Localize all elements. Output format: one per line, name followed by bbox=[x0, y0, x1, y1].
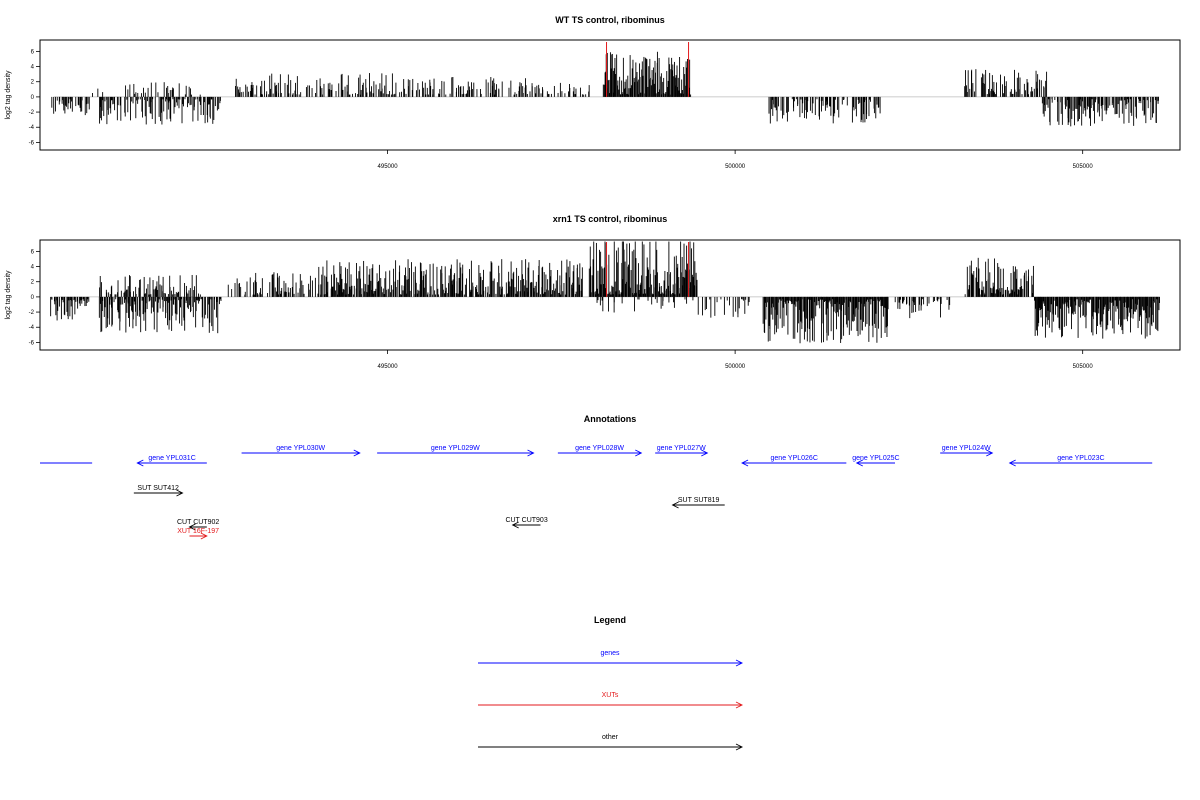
wt-y-tick-label: -2 bbox=[29, 110, 35, 116]
feature-label: CUT CUT902 bbox=[177, 519, 219, 526]
feature-label: gene YPL027W bbox=[657, 445, 706, 452]
legend-label: other bbox=[602, 734, 619, 741]
gene-arrow-head bbox=[701, 449, 709, 457]
feature-label: gene YPL026C bbox=[771, 455, 818, 462]
legend-label: XUTs bbox=[602, 692, 619, 699]
wt-y-tick-label: 0 bbox=[31, 95, 35, 101]
feature-label: gene YPL025C bbox=[852, 455, 899, 462]
wt-y-tick-label: 6 bbox=[31, 49, 35, 55]
legend-title: Legend bbox=[594, 615, 626, 625]
xrn1-x-tick-label: 500000 bbox=[725, 364, 746, 370]
xrn1-panel-title: xrn1 TS control, ribominus bbox=[553, 214, 668, 224]
gene-arrow-head bbox=[855, 459, 863, 467]
legend-arrow-head bbox=[735, 659, 744, 667]
feature-label: gene YPL023C bbox=[1057, 455, 1104, 462]
feature-label: gene YPL024W bbox=[942, 445, 991, 452]
feature-label: gene YPL029W bbox=[431, 445, 480, 452]
gene-arrow-head bbox=[741, 459, 749, 467]
legend-label: genes bbox=[600, 650, 620, 657]
xut-arrow-head bbox=[200, 532, 208, 540]
xrn1-y-tick-label: 2 bbox=[31, 280, 35, 286]
wt-panel-title: WT TS control, ribominus bbox=[555, 15, 665, 25]
xrn1-y-tick-label: -4 bbox=[29, 325, 35, 331]
feature-label: gene YPL028W bbox=[575, 445, 624, 452]
feature-arrow-head bbox=[671, 501, 679, 509]
feature-arrow-head bbox=[511, 521, 519, 529]
feature-label: XUT 16F-197 bbox=[177, 528, 219, 535]
xrn1-plot-frame bbox=[39, 239, 1181, 351]
xrn1-x-tick-label: 505000 bbox=[1073, 364, 1094, 370]
gene-arrow-head bbox=[527, 449, 535, 457]
xrn1-y-tick-label: -2 bbox=[29, 310, 35, 316]
xrn1-y-tick-label: 4 bbox=[31, 265, 35, 271]
wt-y-tick-label: 2 bbox=[31, 80, 35, 86]
wt-coverage-panel: WT TS control, ribominus log2 tag densit… bbox=[5, 15, 1181, 170]
wt-y-tick-label: -4 bbox=[29, 125, 35, 131]
xrn1-x-tick-label: 495000 bbox=[378, 364, 399, 370]
annotations-title: Annotations bbox=[584, 414, 637, 424]
wt-y-tick-label: 4 bbox=[31, 65, 35, 71]
feature-arrow-head bbox=[176, 489, 184, 497]
legend-arrow-head bbox=[735, 701, 744, 709]
feature-label: gene YPL031C bbox=[148, 455, 195, 462]
gene-arrow-head bbox=[1008, 459, 1016, 467]
feature-label: SUT SUT819 bbox=[678, 497, 720, 504]
feature-arrow-head bbox=[188, 523, 196, 531]
wt-x-tick-label: 495000 bbox=[378, 164, 399, 170]
gene-arrow-head bbox=[353, 449, 361, 457]
feature-label: gene YPL030W bbox=[276, 445, 325, 452]
xrn1-y-tick-label: -6 bbox=[29, 340, 35, 346]
feature-label: CUT CUT903 bbox=[505, 517, 547, 524]
xrn1-y-tick-label: 6 bbox=[31, 249, 35, 255]
xrn1-y-tick-label: 0 bbox=[31, 295, 35, 301]
wt-x-tick-label: 500000 bbox=[725, 164, 746, 170]
annotation-track: Annotations gene YPL031C gene YPL030W gene… bbox=[40, 414, 1153, 540]
wt-y-axis-label: log2 tag density bbox=[5, 70, 12, 120]
wt-plot-frame bbox=[39, 39, 1181, 151]
legend: Legend genes XUTs other bbox=[478, 615, 744, 751]
xrn1-coverage-panel: xrn1 TS control, ribominus log2 tag dens… bbox=[5, 214, 1181, 370]
feature-label: SUT SUT412 bbox=[137, 485, 179, 492]
xrn1-y-axis-label: log2 tag density bbox=[5, 270, 12, 320]
legend-arrow-head bbox=[735, 743, 744, 751]
wt-x-tick-label: 505000 bbox=[1073, 164, 1094, 170]
gene-arrow-head bbox=[635, 449, 643, 457]
gene-arrow-head bbox=[986, 449, 994, 457]
gene-arrow-head bbox=[136, 459, 144, 467]
wt-y-tick-label: -6 bbox=[29, 140, 35, 146]
